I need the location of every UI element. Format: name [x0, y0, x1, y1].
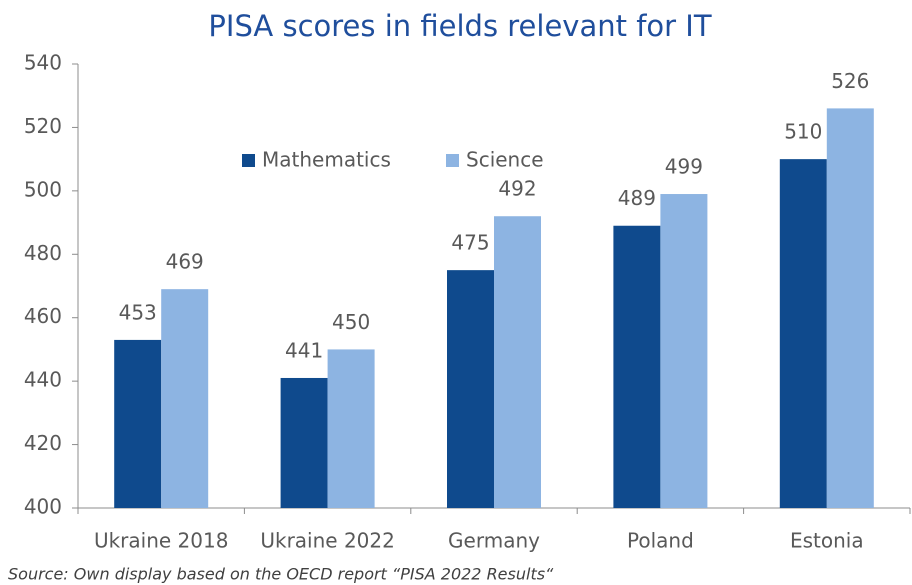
source-note: Source: Own display based on the OECD re… [8, 565, 554, 584]
y-tick-label: 500 [24, 177, 62, 201]
legend-swatch [446, 154, 459, 167]
bar [660, 194, 708, 508]
x-tick-label: Estonia [790, 529, 864, 553]
x-tick-label: Germany [448, 529, 540, 553]
data-label: 441 [285, 338, 323, 362]
y-tick-label: 420 [24, 431, 62, 455]
data-label: 475 [451, 231, 489, 255]
bar [447, 270, 494, 508]
data-label: 510 [784, 120, 822, 144]
data-label: 489 [618, 186, 656, 210]
legend-label: Science [466, 148, 544, 172]
bar [494, 216, 541, 508]
bar [779, 159, 827, 508]
bar [826, 108, 874, 509]
data-label: 453 [119, 300, 157, 324]
y-tick-label: 440 [24, 368, 62, 392]
data-label: 492 [498, 177, 536, 201]
x-tick-label: Poland [627, 529, 694, 553]
chart-title: PISA scores in fields relevant for IT [208, 9, 711, 43]
data-label: 499 [665, 155, 703, 179]
bar [161, 289, 209, 508]
bar [327, 349, 375, 508]
x-tick-label: Ukraine 2022 [260, 529, 395, 553]
data-label: 469 [166, 250, 204, 274]
y-tick-label: 460 [24, 304, 62, 328]
y-tick-label: 480 [24, 241, 62, 265]
bar [280, 377, 328, 508]
y-tick-label: 400 [24, 495, 62, 519]
bar [114, 339, 162, 508]
legend-label: Mathematics [262, 148, 391, 172]
y-tick-label: 540 [24, 51, 62, 75]
data-label: 526 [831, 69, 869, 93]
legend-swatch [242, 154, 255, 167]
bar [613, 225, 661, 508]
x-tick-label: Ukraine 2018 [94, 529, 229, 553]
data-label: 450 [332, 310, 370, 334]
y-tick-label: 520 [24, 114, 62, 138]
